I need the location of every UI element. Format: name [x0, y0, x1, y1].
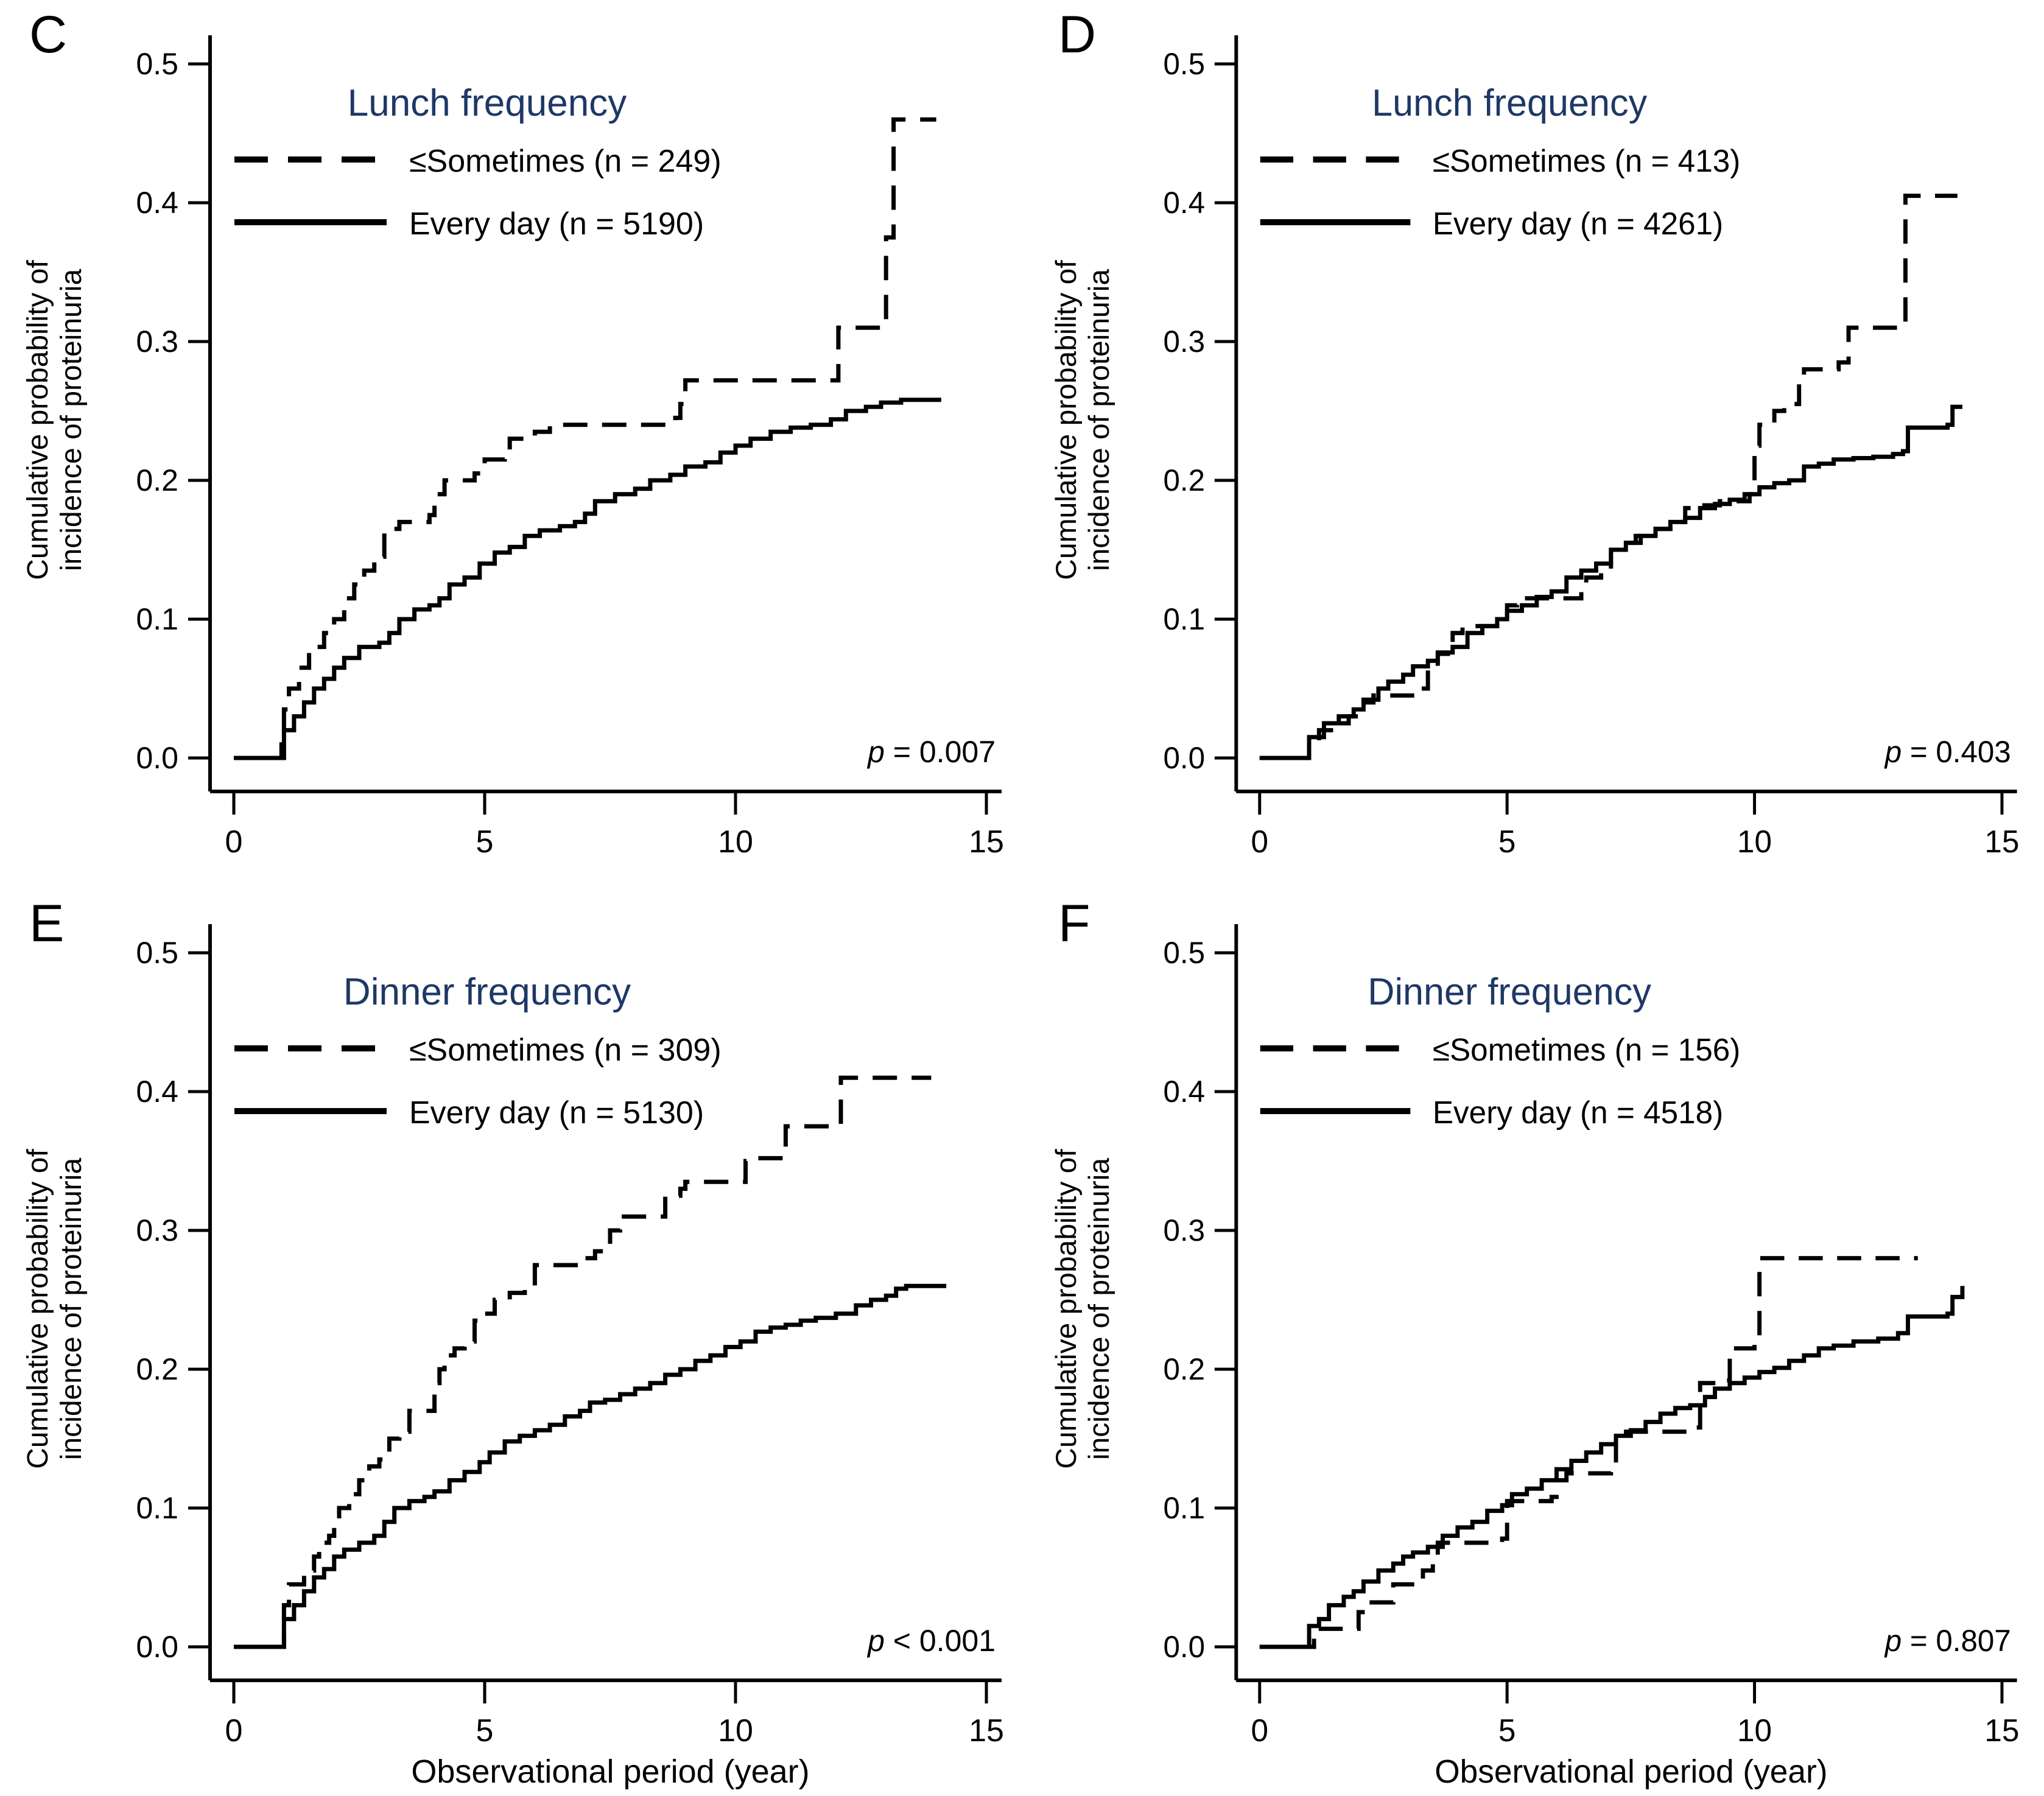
panel-letter-d: D [1058, 5, 1097, 64]
x-tick-label: 0 [1251, 1713, 1269, 1748]
y-tick-label: 0.2 [136, 463, 178, 497]
x-tick-label: 5 [1498, 824, 1516, 859]
p-value-label: p = 0.007 [866, 735, 996, 769]
y-tick-label: 0.0 [136, 1630, 178, 1664]
p-value-label: p = 0.807 [1884, 1624, 2011, 1658]
x-tick-label: 10 [718, 1713, 753, 1749]
km-curve-solid [234, 398, 941, 760]
y-tick-label: 0.0 [1163, 1630, 1205, 1664]
panel-d: 0.0 0.1 0.2 0.3 0.4 0.5 0 5 10 15 Cumulative proba… [1029, 0, 2044, 877]
y-tick-label: 0.2 [1163, 1352, 1205, 1386]
legend-title: Dinner frequency [343, 971, 631, 1013]
x-tick-label: 5 [476, 1713, 494, 1749]
panel-letter-f: F [1058, 894, 1090, 953]
x-tick-label: 15 [969, 824, 1004, 860]
y-axis-label: Cumulative probability of [22, 260, 54, 580]
km-curve-solid [1259, 404, 1962, 760]
y-axis-label: incidence of proteinuria [1083, 268, 1115, 571]
y-tick-label: 0.4 [1163, 1075, 1205, 1109]
y-tick-label: 0.4 [136, 1075, 178, 1109]
km-curve-solid [1259, 1286, 1965, 1649]
legend-entry-label: Every day (n = 5190) [409, 206, 704, 242]
x-tick-label: 10 [1737, 824, 1772, 859]
y-tick-label: 0.3 [136, 324, 178, 359]
y-axis-label: incidence of proteinuria [55, 1158, 88, 1461]
x-tick-label: 10 [718, 824, 753, 860]
y-axis-label: Cumulative probability of [1050, 260, 1083, 580]
y-axis-label: incidence of proteinuria [55, 269, 88, 572]
panel-letter-c: C [29, 5, 68, 64]
y-tick-label: 0.0 [1163, 741, 1205, 775]
y-tick-label: 0.5 [1163, 936, 1205, 970]
legend-entry-label: Every day (n = 4261) [1433, 206, 1723, 241]
legend-entry-label: ≤Sometimes (n = 156) [1433, 1032, 1740, 1067]
y-tick-label: 0.0 [136, 741, 178, 775]
x-tick-label: 15 [1984, 1713, 2019, 1748]
x-tick-label: 10 [1737, 1713, 1772, 1748]
y-tick-label: 0.4 [1163, 186, 1205, 220]
km-curve-dashed [234, 117, 936, 760]
y-tick-label: 0.5 [1163, 47, 1205, 81]
y-tick-label: 0.5 [136, 936, 178, 970]
x-tick-label: 0 [1251, 824, 1269, 859]
y-tick-label: 0.3 [1163, 1213, 1205, 1247]
y-axis-label: incidence of proteinuria [1083, 1157, 1115, 1460]
y-tick-label: 0.1 [1163, 1491, 1205, 1525]
x-tick-label: 15 [969, 1713, 1004, 1749]
y-tick-label: 0.3 [1163, 324, 1205, 359]
legend-title: Lunch frequency [348, 82, 627, 124]
x-tick-label: 15 [1984, 824, 2019, 859]
km-curve-dashed [1259, 194, 1958, 760]
x-tick-label: 5 [476, 824, 494, 860]
p-value-label: p < 0.001 [866, 1624, 996, 1658]
panel-letter-e: E [29, 894, 65, 953]
panel-f: 0.0 0.1 0.2 0.3 0.4 0.5 0 5 10 15 Cumulative proba… [1029, 889, 2044, 1796]
y-tick-label: 0.2 [1163, 463, 1205, 497]
km-plot-d: 0.0 0.1 0.2 0.3 0.4 0.5 0 5 10 15 Cumulative proba… [1050, 35, 2019, 859]
y-tick-label: 0.4 [136, 186, 178, 220]
km-plot-f: 0.0 0.1 0.2 0.3 0.4 0.5 0 5 10 15 Cumulative proba… [1050, 924, 2019, 1790]
panel-e: 0.0 0.1 0.2 0.3 0.4 0.5 0 5 10 15 Cumulative proba… [0, 889, 1029, 1796]
km-curve-solid [234, 1283, 947, 1649]
km-curve-dashed [234, 1075, 932, 1649]
legend-title: Lunch frequency [1372, 82, 1647, 124]
y-tick-label: 0.2 [136, 1352, 178, 1386]
legend-entry-label: Every day (n = 4518) [1433, 1095, 1723, 1130]
y-axis-label: Cumulative probability of [1050, 1149, 1083, 1469]
legend-entry-label: ≤Sometimes (n = 249) [409, 144, 722, 179]
p-value-label: p = 0.403 [1884, 735, 2011, 769]
y-axis-label: Cumulative probability of [22, 1149, 54, 1469]
km-plot-c: 0.0 0.1 0.2 0.3 0.4 0.5 0 5 10 15 Cumulative proba… [22, 35, 1004, 860]
x-tick-label: 5 [1498, 1713, 1516, 1748]
panel-c: 0.0 0.1 0.2 0.3 0.4 0.5 0 5 10 15 Cumulative proba… [0, 0, 1029, 877]
x-axis-label: Observational period (year) [1435, 1753, 1827, 1790]
km-plot-e: 0.0 0.1 0.2 0.3 0.4 0.5 0 5 10 15 Cumulative proba… [22, 924, 1004, 1790]
x-tick-label: 0 [225, 1713, 243, 1749]
x-tick-label: 0 [225, 824, 243, 860]
legend-entry-label: ≤Sometimes (n = 413) [1433, 143, 1740, 178]
y-tick-label: 0.5 [136, 47, 178, 81]
legend-entry-label: Every day (n = 5130) [409, 1095, 704, 1131]
x-axis-label: Observational period (year) [411, 1753, 809, 1790]
y-tick-label: 0.1 [136, 1491, 178, 1525]
km-curve-dashed [1259, 1256, 1918, 1649]
legend-entry-label: ≤Sometimes (n = 309) [409, 1033, 722, 1068]
y-tick-label: 0.3 [136, 1213, 178, 1247]
y-tick-label: 0.1 [136, 602, 178, 636]
y-tick-label: 0.1 [1163, 602, 1205, 636]
legend-title: Dinner frequency [1368, 971, 1651, 1013]
